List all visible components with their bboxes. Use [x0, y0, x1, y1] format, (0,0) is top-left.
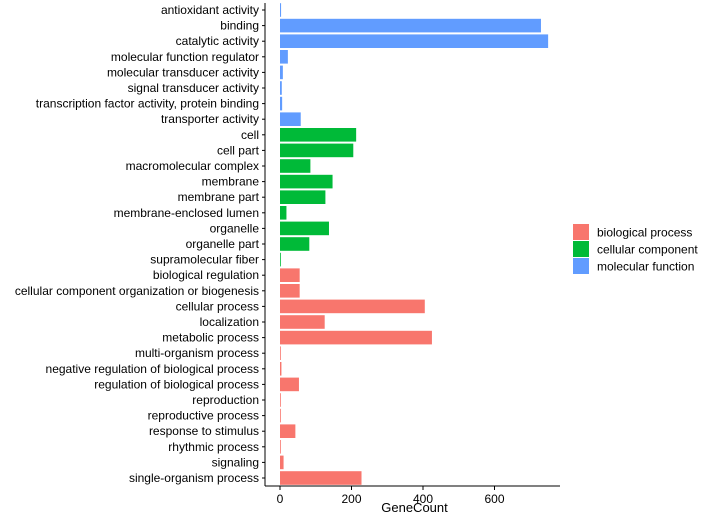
bar — [280, 424, 296, 438]
category-label: single-organism process — [129, 471, 259, 485]
category-label: catalytic activity — [176, 34, 259, 48]
bar — [280, 268, 300, 282]
bar — [280, 159, 311, 173]
category-label: molecular function regulator — [111, 50, 259, 64]
bar — [280, 299, 425, 314]
bar — [280, 440, 281, 454]
bar — [280, 408, 281, 423]
bar — [280, 284, 300, 298]
category-label: signaling — [212, 455, 259, 469]
bar — [280, 252, 281, 267]
bar — [280, 81, 282, 95]
legend-swatch — [573, 258, 589, 274]
legend: biological process cellular component mole… — [573, 224, 698, 274]
category-label: macromolecular complex — [126, 159, 259, 173]
category-label: multi-organism process — [135, 346, 259, 360]
category-label: biological regulation — [153, 268, 259, 282]
category-label: cell part — [217, 143, 260, 157]
bar — [280, 221, 329, 236]
category-label: signal transducer activity — [128, 81, 259, 95]
bar — [280, 206, 287, 220]
legend-swatch — [573, 241, 589, 257]
legend-label: biological process — [597, 226, 692, 240]
category-label: cellular process — [176, 299, 259, 313]
category-label: supramolecular fiber — [150, 253, 259, 267]
category-label: rhythmic process — [168, 440, 259, 454]
category-label: organelle part — [186, 237, 260, 251]
category-label: antioxidant activity — [161, 3, 259, 17]
bar — [280, 65, 283, 80]
bars-layer — [280, 3, 549, 485]
x-tick-label: 400 — [413, 492, 433, 506]
bar — [280, 3, 282, 17]
bar — [280, 112, 301, 126]
x-axis-title: GeneCount — [381, 500, 448, 515]
bar — [280, 34, 549, 48]
x-tick-label: 200 — [341, 492, 361, 506]
legend-swatch — [573, 224, 589, 240]
category-label: response to stimulus — [149, 424, 259, 438]
bar — [280, 330, 432, 345]
category-label: cellular component organization or bioge… — [15, 284, 259, 298]
bar — [280, 362, 282, 376]
category-label: metabolic process — [162, 331, 259, 345]
bar — [280, 315, 325, 329]
category-label: molecular transducer activity — [107, 65, 259, 79]
bar — [280, 346, 281, 360]
category-label: transporter activity — [161, 112, 259, 126]
bar — [280, 143, 354, 158]
category-label: regulation of biological process — [94, 377, 259, 391]
legend-label: molecular function — [597, 260, 694, 274]
category-label: membrane part — [178, 190, 260, 204]
bar — [280, 455, 284, 470]
bar — [280, 393, 281, 407]
bar — [280, 96, 283, 111]
x-tick-label: 600 — [484, 492, 504, 506]
bar — [280, 174, 333, 189]
category-label: reproduction — [192, 393, 259, 407]
category-label: negative regulation of biological proces… — [46, 362, 259, 376]
category-label: binding — [220, 19, 259, 33]
bar — [280, 18, 541, 33]
category-label: membrane — [202, 175, 260, 189]
bar — [280, 50, 288, 64]
bar — [280, 190, 326, 204]
x-tick-label: 0 — [277, 492, 284, 506]
x-axis-ticks: 0 200 400 600 — [277, 486, 505, 506]
category-label: transcription factor activity, protein b… — [36, 97, 259, 111]
category-label: localization — [200, 315, 259, 329]
bar — [280, 471, 362, 485]
bar — [280, 377, 299, 392]
category-label: organelle — [210, 221, 260, 235]
legend-label: cellular component — [597, 243, 698, 257]
category-label: membrane-enclosed lumen — [114, 206, 259, 220]
category-label: reproductive process — [148, 409, 259, 423]
category-label: cell — [241, 128, 259, 142]
bar — [280, 128, 357, 142]
bar — [280, 237, 310, 251]
